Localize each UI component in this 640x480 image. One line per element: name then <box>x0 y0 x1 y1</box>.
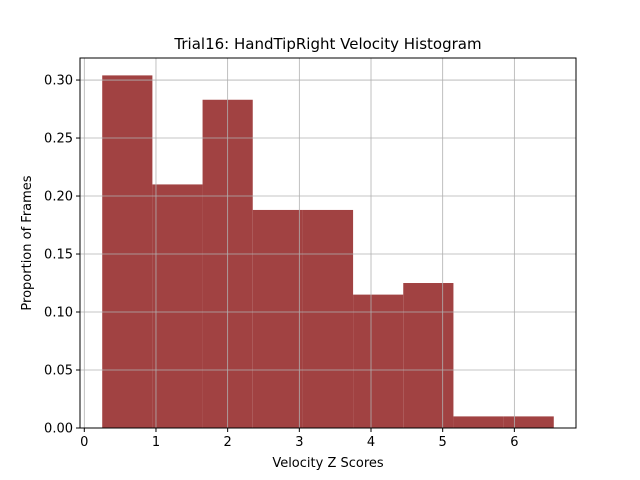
x-tick-label: 5 <box>439 435 447 450</box>
histogram-bar-1 <box>102 75 153 428</box>
x-axis-label: Velocity Z Scores <box>272 456 384 471</box>
y-tick-label: 0.20 <box>44 190 73 205</box>
x-tick-label: 3 <box>295 435 303 450</box>
grid-group <box>80 58 576 429</box>
y-tick-label: 0.00 <box>44 422 73 437</box>
x-tick-label: 1 <box>152 435 160 450</box>
histogram-bar-2 <box>152 184 203 428</box>
plot-frame <box>79 57 577 429</box>
y-axis-label: Proportion of Frames <box>20 175 35 310</box>
histogram-bar-6 <box>353 294 404 428</box>
x-tick-label: 2 <box>224 435 232 450</box>
y-tick-label: 0.05 <box>44 364 73 379</box>
histogram-bar-7 <box>403 283 454 428</box>
x-tick-label: 6 <box>510 435 518 450</box>
histogram-bar-5 <box>302 209 354 428</box>
x-tick-label: 0 <box>80 435 88 450</box>
y-tick-label: 0.30 <box>44 74 73 89</box>
histogram-bar-8 <box>453 416 504 428</box>
histogram-bar-4 <box>252 209 303 428</box>
y-tick-label: 0.15 <box>44 248 73 263</box>
x-ticks-group: 0 1 2 3 4 5 6 <box>80 428 518 450</box>
y-tick-label: 0.10 <box>44 306 73 321</box>
y-tick-label: 0.25 <box>44 132 73 147</box>
histogram-bar-9 <box>503 416 554 428</box>
x-tick-label: 4 <box>367 435 375 450</box>
chart-title: Trial16: HandTipRight Velocity Histogram <box>173 35 481 53</box>
y-ticks-group: 0.00 0.05 0.10 0.15 0.20 0.25 0.30 <box>44 74 80 437</box>
